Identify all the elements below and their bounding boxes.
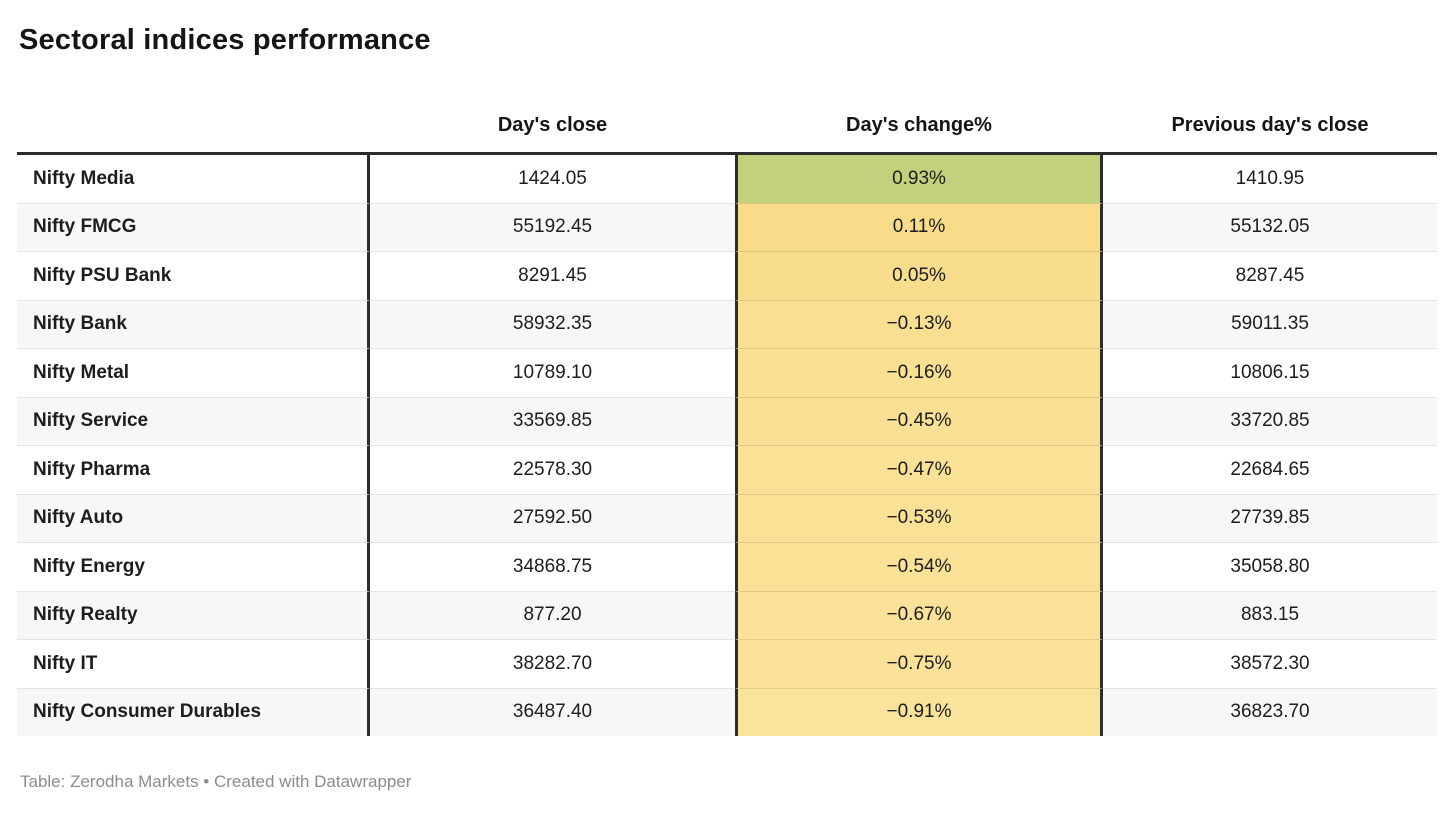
row-label: Nifty Service	[17, 396, 370, 445]
days-close-value: 877.20	[370, 590, 735, 639]
days-change-value: −0.54%	[735, 542, 1103, 591]
table-body: Nifty Media 1424.05 0.93% 1410.95 Nifty FMCG…	[17, 155, 1437, 736]
days-change-value: −0.47%	[735, 445, 1103, 494]
days-close-value: 27592.50	[370, 493, 735, 542]
row-label: Nifty FMCG	[17, 202, 370, 251]
days-change-value: −0.53%	[735, 493, 1103, 542]
row-label: Nifty Pharma	[17, 445, 370, 494]
row-label: Nifty Auto	[17, 493, 370, 542]
table-row: Nifty Consumer Durables 36487.40 −0.91% 368…	[17, 687, 1437, 736]
previous-close-value: 883.15	[1103, 590, 1437, 639]
previous-close-value: 33720.85	[1103, 396, 1437, 445]
table-row: Nifty Energy 34868.75 −0.54% 35058.80	[17, 542, 1437, 591]
days-change-value: −0.45%	[735, 396, 1103, 445]
previous-close-value: 8287.45	[1103, 251, 1437, 300]
previous-close-value: 10806.15	[1103, 348, 1437, 397]
days-change-value: −0.75%	[735, 639, 1103, 688]
table-row: Nifty PSU Bank 8291.45 0.05% 8287.45	[17, 251, 1437, 300]
previous-close-value: 27739.85	[1103, 493, 1437, 542]
days-close-value: 38282.70	[370, 639, 735, 688]
previous-close-value: 55132.05	[1103, 202, 1437, 251]
row-label: Nifty Bank	[17, 299, 370, 348]
table-row: Nifty Metal 10789.10 −0.16% 10806.15	[17, 348, 1437, 397]
previous-close-value: 22684.65	[1103, 445, 1437, 494]
days-change-value: −0.13%	[735, 299, 1103, 348]
table-row: Nifty Realty 877.20 −0.67% 883.15	[17, 590, 1437, 639]
days-close-value: 58932.35	[370, 299, 735, 348]
days-close-value: 10789.10	[370, 348, 735, 397]
table-row: Nifty Service 33569.85 −0.45% 33720.85	[17, 396, 1437, 445]
row-label: Nifty Media	[17, 155, 370, 203]
days-close-value: 1424.05	[370, 155, 735, 203]
table-row: Nifty Auto 27592.50 −0.53% 27739.85	[17, 493, 1437, 542]
days-close-value: 8291.45	[370, 251, 735, 300]
column-header-index	[17, 99, 370, 155]
table-row: Nifty Media 1424.05 0.93% 1410.95	[17, 155, 1437, 203]
table-row: Nifty FMCG 55192.45 0.11% 55132.05	[17, 202, 1437, 251]
page-title: Sectoral indices performance	[19, 24, 431, 56]
days-close-value: 22578.30	[370, 445, 735, 494]
source-attribution: Table: Zerodha Markets • Created with Da…	[20, 772, 412, 791]
row-label: Nifty Consumer Durables	[17, 687, 370, 736]
days-close-value: 55192.45	[370, 202, 735, 251]
days-change-value: 0.05%	[735, 251, 1103, 300]
column-header-days-close: Day's close	[370, 99, 735, 155]
days-close-value: 36487.40	[370, 687, 735, 736]
previous-close-value: 1410.95	[1103, 155, 1437, 203]
row-label: Nifty Energy	[17, 542, 370, 591]
days-change-value: 0.11%	[735, 202, 1103, 251]
previous-close-value: 59011.35	[1103, 299, 1437, 348]
sectoral-indices-table: Day's close Day's change% Previous day's…	[17, 99, 1437, 736]
table-row: Nifty Bank 58932.35 −0.13% 59011.35	[17, 299, 1437, 348]
table-row: Nifty IT 38282.70 −0.75% 38572.30	[17, 639, 1437, 688]
days-change-value: 0.93%	[735, 155, 1103, 203]
table-header: Day's close Day's change% Previous day's…	[17, 99, 1437, 155]
days-change-value: −0.16%	[735, 348, 1103, 397]
days-change-value: −0.67%	[735, 590, 1103, 639]
previous-close-value: 36823.70	[1103, 687, 1437, 736]
previous-close-value: 35058.80	[1103, 542, 1437, 591]
row-label: Nifty PSU Bank	[17, 251, 370, 300]
row-label: Nifty IT	[17, 639, 370, 688]
days-close-value: 33569.85	[370, 396, 735, 445]
column-header-days-change: Day's change%	[735, 99, 1103, 155]
row-label: Nifty Metal	[17, 348, 370, 397]
days-close-value: 34868.75	[370, 542, 735, 591]
row-label: Nifty Realty	[17, 590, 370, 639]
days-change-value: −0.91%	[735, 687, 1103, 736]
previous-close-value: 38572.30	[1103, 639, 1437, 688]
column-header-previous-close: Previous day's close	[1103, 99, 1437, 155]
table-row: Nifty Pharma 22578.30 −0.47% 22684.65	[17, 445, 1437, 494]
